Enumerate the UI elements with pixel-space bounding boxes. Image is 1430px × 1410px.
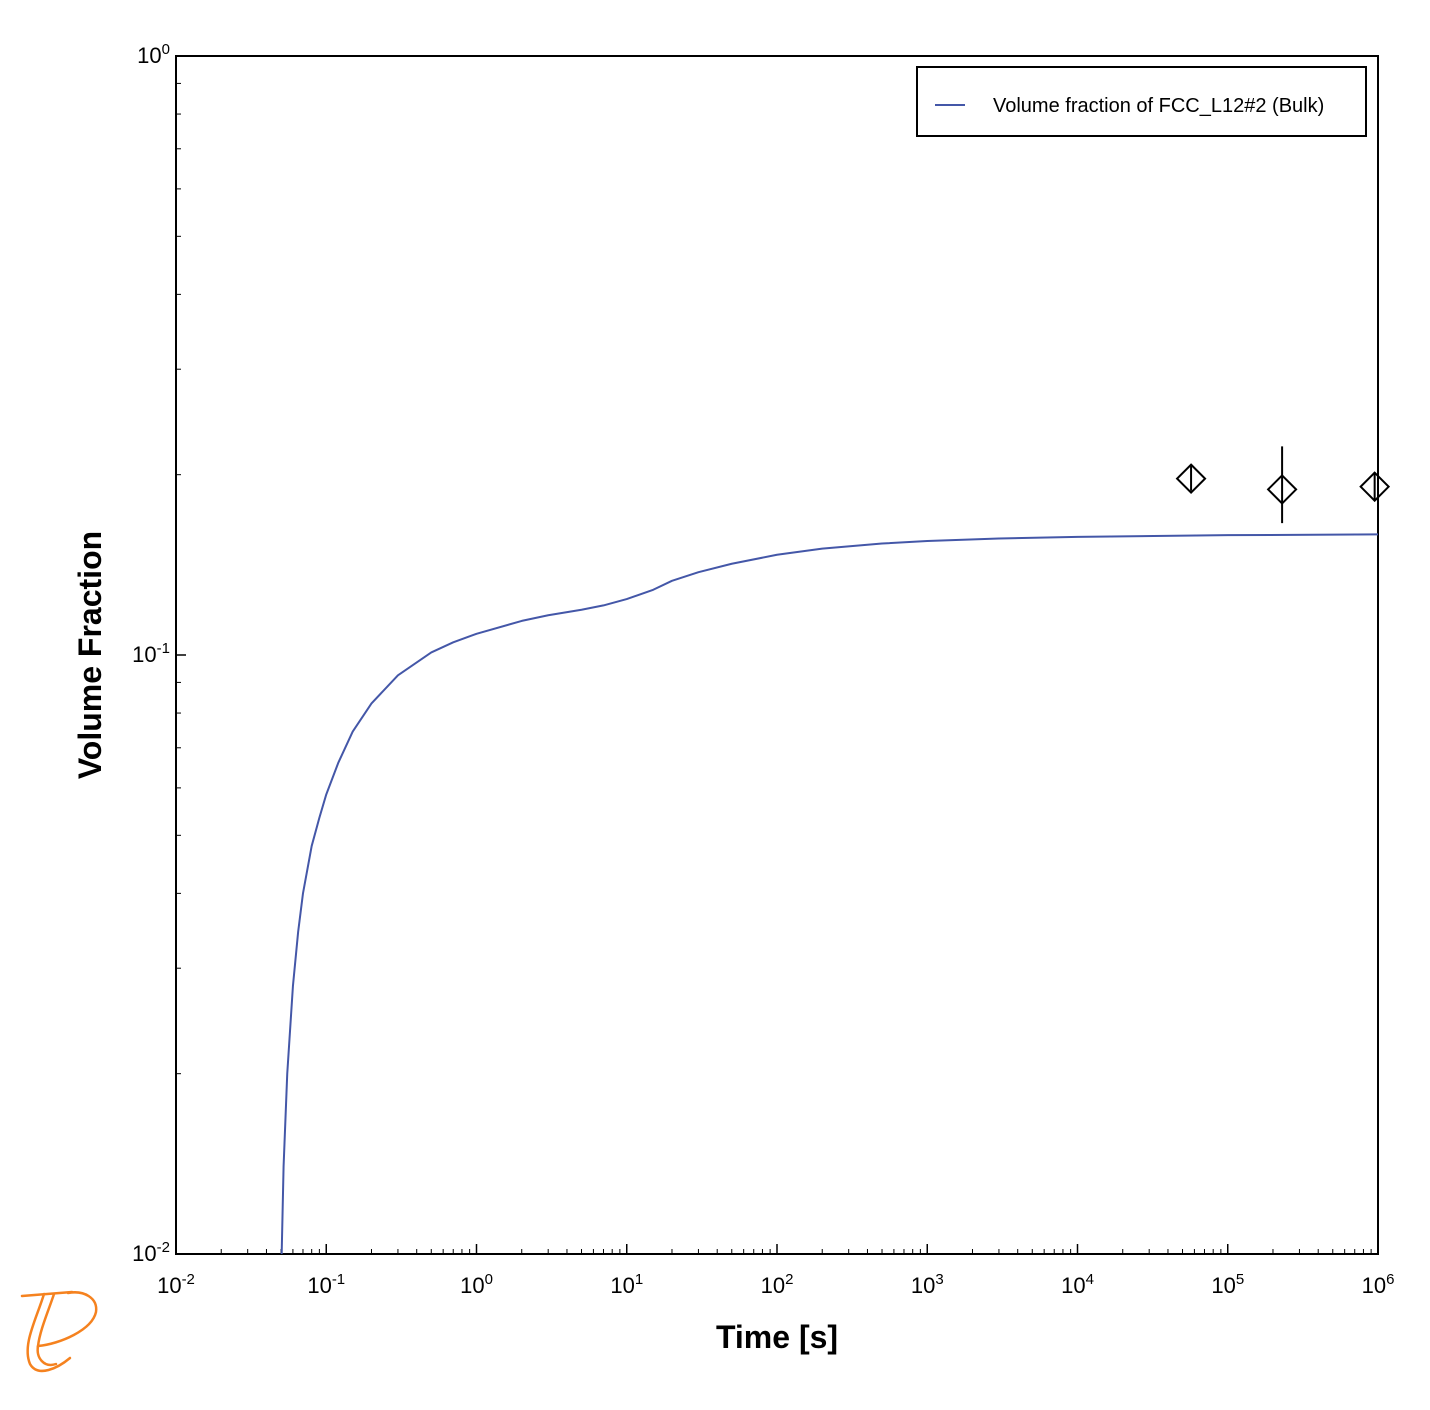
x-tick-label: 104 — [1061, 1271, 1094, 1298]
x-axis-tick-labels: 10-2 10-1 100 101 102 103 104 105 106 — [157, 1271, 1394, 1298]
diamond-marker — [1266, 473, 1298, 505]
experimental-point — [1175, 463, 1207, 495]
x-tick-label: 10-1 — [307, 1271, 345, 1298]
diamond-marker — [1175, 463, 1207, 495]
legend: Volume fraction of FCC_L12#2 (Bulk) — [916, 66, 1367, 137]
x-tick-label: 106 — [1362, 1271, 1395, 1298]
x-tick-label: 100 — [460, 1271, 493, 1298]
plot-area — [175, 55, 1379, 1255]
x-axis-title: Time [s] — [716, 1319, 838, 1355]
series-layer — [280, 533, 1379, 1255]
experimental-point — [1359, 471, 1391, 503]
x-tick-label: 102 — [761, 1271, 794, 1298]
x-tick-label: 10-2 — [157, 1271, 195, 1298]
x-axis-ticks — [175, 1244, 1379, 1254]
y-axis-tick-labels: 10-2 10-1 100 — [132, 41, 170, 1266]
y-tick-label: 100 — [137, 41, 170, 68]
x-tick-label: 105 — [1211, 1271, 1244, 1298]
legend-box — [916, 66, 1367, 137]
y-axis-ticks — [176, 55, 186, 1255]
x-tick-label: 101 — [610, 1271, 643, 1298]
experimental-points — [1175, 446, 1391, 524]
x-tick-label: 103 — [911, 1271, 944, 1298]
y-axis-title: Volume Fraction — [72, 531, 108, 779]
y-tick-label: 10-1 — [132, 640, 170, 667]
experimental-point — [1266, 446, 1298, 524]
y-tick-label: 10-2 — [132, 1239, 170, 1266]
legend-label: Volume fraction of FCC_L12#2 (Bulk) — [993, 95, 1324, 117]
thermo-calc-logo — [20, 1290, 98, 1373]
series-line — [280, 533, 1379, 1255]
diamond-marker — [1359, 471, 1391, 503]
